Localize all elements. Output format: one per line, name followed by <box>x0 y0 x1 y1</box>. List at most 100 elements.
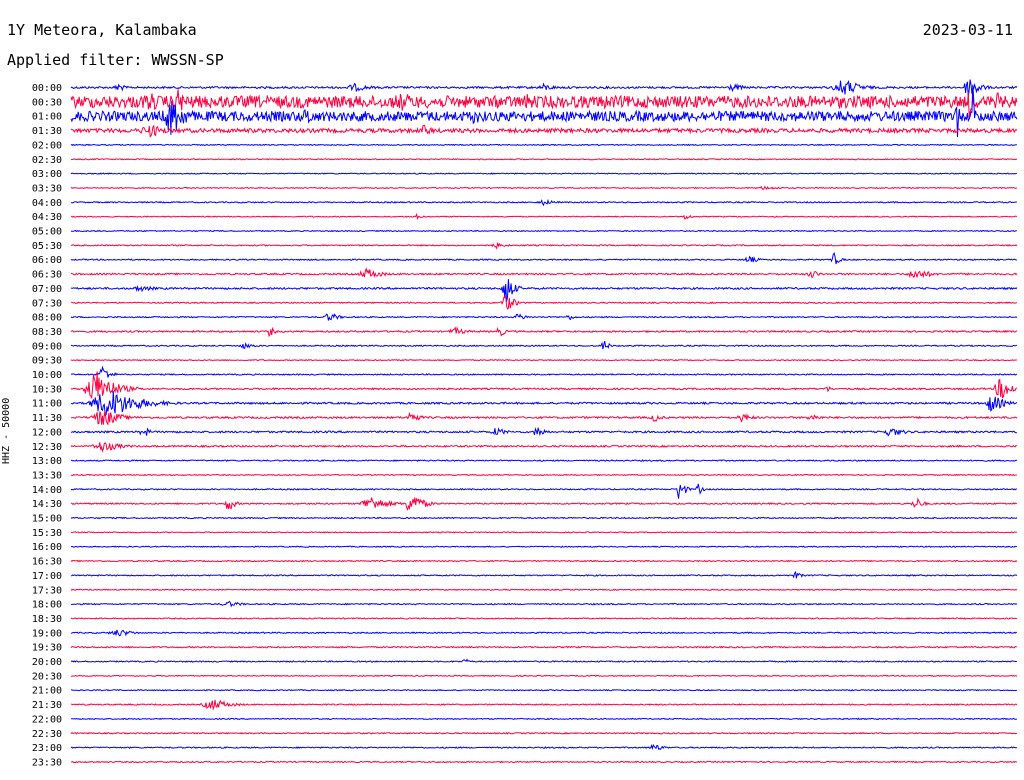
trace-row-1530 <box>70 531 1017 534</box>
trace-row-1300 <box>70 459 1018 463</box>
row-label-2000: 20:00 <box>32 657 62 668</box>
row-label-2300: 23:00 <box>32 743 62 754</box>
date-label: 2023-03-11 <box>922 21 1013 39</box>
trace-row-1500 <box>70 516 1018 520</box>
station-title: 1Y Meteora, Kalambaka <box>7 21 197 39</box>
row-label-0630: 06:30 <box>32 270 62 281</box>
trace-row-1000 <box>70 365 1018 378</box>
trace-row-1900 <box>70 629 1018 637</box>
trace-row-0400 <box>70 198 1018 207</box>
trace-row-1100 <box>70 391 1018 417</box>
trace-row-1430 <box>70 497 1018 511</box>
row-label-1800: 18:00 <box>32 600 62 611</box>
trace-row-2130 <box>70 699 1018 711</box>
row-label-1200: 12:00 <box>32 427 62 438</box>
trace-row-0630 <box>70 267 1018 279</box>
row-label-0730: 07:30 <box>32 298 62 309</box>
row-label-0330: 03:30 <box>32 183 62 194</box>
row-label-1900: 19:00 <box>32 628 62 639</box>
trace-row-1230 <box>70 442 1018 453</box>
trace-row-0130 <box>70 124 1018 138</box>
trace-row-0000 <box>70 79 1018 98</box>
row-label-2200: 22:00 <box>32 714 62 725</box>
row-label-1600: 16:00 <box>32 542 62 553</box>
row-label-0700: 07:00 <box>32 284 62 295</box>
row-label-0530: 05:30 <box>32 241 62 252</box>
row-label-0000: 00:00 <box>32 83 62 94</box>
seismic-traces <box>70 79 1018 764</box>
filter-label: Applied filter: WWSSN-SP <box>7 51 224 69</box>
row-label-0230: 02:30 <box>32 155 62 166</box>
row-label-0200: 02:00 <box>32 140 62 151</box>
trace-row-0030 <box>70 89 1018 118</box>
row-label-0500: 05:00 <box>32 227 62 238</box>
row-label-1030: 10:30 <box>32 384 62 395</box>
row-label-0430: 04:30 <box>32 212 62 223</box>
trace-row-2330 <box>70 760 1018 764</box>
row-label-2130: 21:30 <box>32 700 62 711</box>
row-label-1730: 17:30 <box>32 585 62 596</box>
trace-row-2030 <box>71 674 1018 677</box>
trace-row-1600 <box>70 545 1018 548</box>
row-label-2330: 23:30 <box>32 757 62 768</box>
row-label-0830: 08:30 <box>32 327 62 338</box>
row-tick-labels: 00:00 00:30 01:00 01:30 02:00 02:30 03:00 03:30… <box>32 83 62 768</box>
trace-row-0730 <box>70 295 1018 310</box>
trace-row-0830 <box>70 326 1018 338</box>
trace-row-0930 <box>70 359 1018 362</box>
row-label-0900: 09:00 <box>32 341 62 352</box>
row-label-1430: 14:30 <box>32 499 62 510</box>
trace-row-1630 <box>70 559 1018 563</box>
trace-row-1730 <box>70 588 1018 591</box>
trace-row-2230 <box>70 731 1018 735</box>
trace-row-0230 <box>70 158 1018 161</box>
trace-row-1400 <box>70 483 1018 499</box>
trace-row-1330 <box>71 473 1018 477</box>
trace-row-1930 <box>70 645 1017 649</box>
row-label-1100: 11:00 <box>32 399 62 410</box>
trace-row-2300 <box>70 743 1018 751</box>
trace-row-0200 <box>70 143 1017 147</box>
trace-row-2200 <box>71 717 1018 721</box>
row-label-2030: 20:30 <box>32 671 62 682</box>
row-label-0800: 08:00 <box>32 313 62 324</box>
row-label-2100: 21:00 <box>32 686 62 697</box>
row-label-1230: 12:30 <box>32 442 62 453</box>
row-label-0100: 01:00 <box>32 112 62 123</box>
channel-axis-label: HHZ - 50000 <box>1 397 12 464</box>
trace-row-0530 <box>70 242 1018 250</box>
trace-row-0600 <box>70 252 1017 265</box>
row-label-0400: 04:00 <box>32 198 62 209</box>
row-label-0300: 03:00 <box>32 169 62 180</box>
row-label-1700: 17:00 <box>32 571 62 582</box>
row-label-1530: 15:30 <box>32 528 62 539</box>
trace-row-0900 <box>70 340 1018 350</box>
trace-row-1130 <box>70 410 1018 426</box>
trace-row-0330 <box>70 185 1018 191</box>
trace-row-2100 <box>70 688 1018 692</box>
row-label-0130: 01:30 <box>32 126 62 137</box>
trace-row-1830 <box>70 617 1018 620</box>
row-label-1830: 18:30 <box>32 614 62 625</box>
trace-row-0500 <box>70 229 1018 233</box>
row-label-1930: 19:30 <box>32 643 62 654</box>
trace-row-0800 <box>70 313 1018 321</box>
row-label-2230: 22:30 <box>32 729 62 740</box>
trace-row-2000 <box>70 658 1018 663</box>
row-label-0600: 06:00 <box>32 255 62 266</box>
trace-row-0430 <box>70 212 1018 221</box>
trace-row-0300 <box>70 172 1018 175</box>
trace-row-0700 <box>70 279 1018 302</box>
row-label-1000: 10:00 <box>32 370 62 381</box>
row-label-1300: 13:00 <box>32 456 62 467</box>
row-label-1400: 14:00 <box>32 485 62 496</box>
row-label-1500: 15:00 <box>32 514 62 525</box>
trace-row-1030 <box>70 371 1018 400</box>
row-label-1630: 16:30 <box>32 557 62 568</box>
trace-row-1200 <box>70 427 1017 437</box>
row-label-1330: 13:30 <box>32 470 62 481</box>
trace-row-0100 <box>70 84 1018 138</box>
row-label-0930: 09:30 <box>32 356 62 367</box>
row-label-1130: 11:30 <box>32 413 62 424</box>
